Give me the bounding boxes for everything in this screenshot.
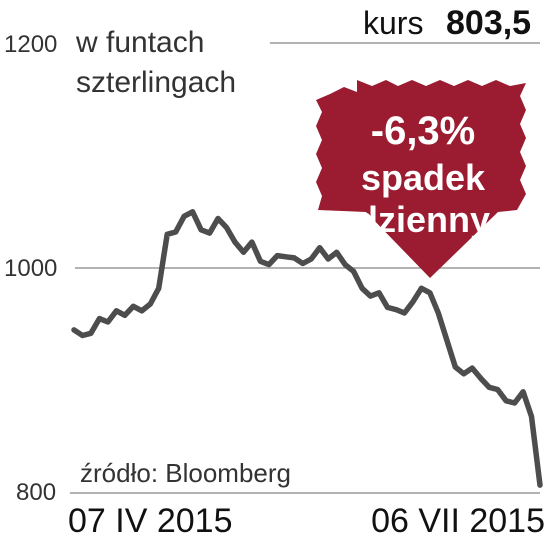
callout-percent: -6,3% bbox=[371, 109, 476, 153]
unit-label-line-1: w funtach bbox=[75, 26, 204, 59]
x-tick-label-start: 07 IV 2015 bbox=[68, 502, 232, 540]
y-tick-label: 1000 bbox=[4, 255, 57, 282]
callout-arrow bbox=[316, 80, 526, 278]
y-tick-label: 800 bbox=[16, 479, 56, 506]
unit-label-line-2: szterlingach bbox=[76, 66, 236, 99]
callout-line-2: spadek bbox=[361, 157, 486, 198]
source-label: źródło: Bloomberg bbox=[80, 458, 291, 488]
kurs-value: 803,5 bbox=[446, 4, 531, 42]
callout-line-3: dzienny bbox=[356, 199, 490, 240]
series-line bbox=[71, 209, 543, 488]
y-tick-label: 1200 bbox=[4, 31, 57, 58]
x-tick-label-end: 06 VII 2015 bbox=[371, 502, 545, 540]
kurs-label: kurs bbox=[363, 5, 423, 41]
